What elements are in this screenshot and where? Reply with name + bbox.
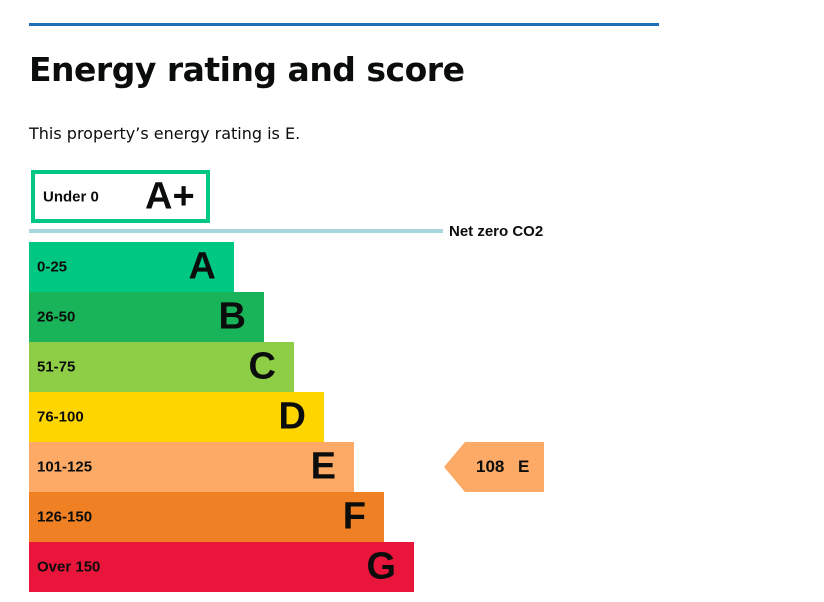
- band-b: 26-50 B: [29, 292, 264, 342]
- band-letter: A+: [145, 175, 195, 217]
- band-range: 126-150: [37, 508, 93, 526]
- section-divider: [29, 23, 659, 26]
- band-range: 26-50: [37, 308, 76, 326]
- band-a-plus: Under 0 A+: [31, 170, 210, 223]
- net-zero-line: [29, 229, 443, 233]
- band-letter: F: [342, 495, 366, 538]
- band-letter: G: [366, 545, 396, 588]
- current-rating-arrow: 108 E: [444, 442, 544, 492]
- band-letter: C: [248, 345, 276, 388]
- band-range: Under 0: [43, 188, 99, 205]
- band-range: 51-75: [37, 358, 76, 376]
- band-letter: D: [278, 395, 306, 438]
- band-range: 101-125: [37, 458, 93, 476]
- band-range: 76-100: [37, 408, 84, 426]
- net-zero-label: Net zero CO2: [449, 223, 544, 240]
- band-f: 126-150 F: [29, 492, 384, 542]
- band-letter: A: [188, 245, 216, 288]
- current-score: 108: [476, 457, 505, 476]
- band-e: 101-125 E: [29, 442, 354, 492]
- band-letter: B: [218, 295, 246, 338]
- page-title: Energy rating and score: [29, 50, 465, 89]
- band-g: Over 150 G: [29, 542, 414, 592]
- band-d: 76-100 D: [29, 392, 324, 442]
- band-a: 0-25 A: [29, 242, 234, 292]
- band-letter: E: [310, 445, 336, 488]
- band-c: 51-75 C: [29, 342, 294, 392]
- rating-summary: This property’s energy rating is E.: [29, 124, 301, 143]
- band-range: Over 150: [37, 558, 101, 576]
- current-letter: E: [518, 457, 530, 476]
- band-range: 0-25: [37, 258, 68, 276]
